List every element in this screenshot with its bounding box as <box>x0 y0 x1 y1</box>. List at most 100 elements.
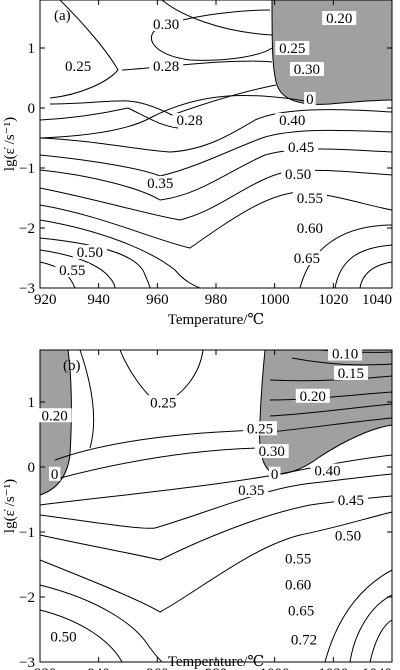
contour-value-label: 0.55 <box>285 551 311 567</box>
panel-b-x-axis-title: Temperature/℃ <box>168 654 265 670</box>
contour-value-label: 0.15 <box>338 366 364 382</box>
contour-value-label: 0.50 <box>77 245 103 261</box>
contour-value-label: 0.55 <box>59 263 85 279</box>
y-tick-label: 0 <box>28 101 36 117</box>
panel-a-x-tick-labels: 920 940 960 980 1000 1020 1040 <box>34 292 392 308</box>
x-tick-label: 1040 <box>362 666 392 670</box>
contour-label-backdrop <box>72 245 107 259</box>
contour-value-label: 0.20 <box>326 11 352 27</box>
contour-label-backdrop <box>149 17 184 31</box>
x-tick-label: 1000 <box>260 292 290 308</box>
panel-a-shaded-region <box>271 0 393 105</box>
contour-label-backdrop <box>289 62 324 76</box>
x-tick-label: 1000 <box>260 666 290 670</box>
contour-label-backdrop <box>268 466 281 481</box>
y-tick-label: −3 <box>19 655 35 670</box>
x-tick-label: 940 <box>87 666 110 670</box>
x-tick-label: 1020 <box>318 666 348 670</box>
contour-value-label: 0.28 <box>176 113 202 129</box>
x-tick-label: 1020 <box>318 292 348 308</box>
contour-value-label: 0.50 <box>50 629 76 645</box>
contour-value-label: 0.25 <box>65 59 91 75</box>
contour-value-label: 0.50 <box>285 167 311 183</box>
contour-label-backdrop <box>275 41 310 55</box>
contour-value-label: 0.40 <box>279 113 305 129</box>
contour-value-label: 0.35 <box>238 483 264 499</box>
contour-label-backdrop <box>243 421 277 436</box>
y-tick-label: 1 <box>28 41 36 57</box>
contour-value-label: 0.20 <box>42 408 68 424</box>
contour-value-label: 0.25 <box>247 421 273 437</box>
x-tick-label: 980 <box>205 666 228 670</box>
panel-b-shaded-region-left <box>39 349 72 496</box>
contour-value-label: 0.40 <box>314 464 340 480</box>
panel-b-y-tick-labels: 1 0 −1 −2 −3 <box>19 395 35 670</box>
panel-b: (b) 0.100.150.200.250.200.250.300 00.350.… <box>2 346 393 670</box>
y-tick-label: −3 <box>19 281 35 297</box>
x-tick-label: 960 <box>146 666 169 670</box>
panel-b-contour-labels: 0.10 0.15 0.20 0.25 0.20 0.25 0.30 0 0 0.35 0.40 0.… <box>37 346 368 649</box>
contour-value-label: 0 <box>306 92 314 108</box>
x-tick-label: 980 <box>205 292 228 308</box>
panel-b-y-axis-title: lg(ε̇ /s⁻¹) <box>2 479 18 533</box>
contour-value-label: 0.10 <box>332 347 358 363</box>
panel-a-contour-labels: 0.30 0.25 0.28 0.28 0.35 0.50 0.55 0.20 0.25 0.30… <box>55 11 357 279</box>
contour-label-backdrop <box>287 632 321 647</box>
contour-label-backdrop <box>281 577 316 592</box>
contour-label-backdrop <box>61 59 96 73</box>
panel-b-x-tick-labels: 920 940 960 980 1000 1020 1040 <box>34 666 392 670</box>
contour-value-label: 0.45 <box>288 140 314 156</box>
panel-a-y-tick-labels: 1 0 −1 −2 −3 <box>19 41 35 297</box>
y-tick-label: −1 <box>19 525 35 541</box>
contour-label-backdrop <box>284 603 319 618</box>
x-tick-label: 920 <box>34 292 57 308</box>
contour-label-backdrop <box>333 366 368 380</box>
y-tick-label: −2 <box>19 590 35 606</box>
contour-label-backdrop <box>333 492 368 507</box>
contour-label-backdrop <box>289 251 324 265</box>
contour-label-backdrop <box>310 463 345 478</box>
contour-value-label: 0.55 <box>297 191 323 207</box>
y-tick-label: −2 <box>19 221 35 237</box>
panel-a-axes <box>39 0 393 289</box>
x-tick-label: 920 <box>34 666 57 670</box>
contour-label-backdrop <box>46 629 81 644</box>
contour-value-label: 0.30 <box>259 444 285 460</box>
contour-label-backdrop <box>48 466 61 481</box>
x-tick-label: 960 <box>146 292 169 308</box>
contour-label-backdrop <box>281 551 316 566</box>
contour-label-backdrop <box>275 113 310 127</box>
contour-label-backdrop <box>322 11 357 25</box>
contour-value-label: 0.60 <box>285 577 311 593</box>
contour-value-label: 0.60 <box>297 221 323 237</box>
y-tick-label: −1 <box>19 161 35 177</box>
contour-value-label: 0.65 <box>294 251 320 267</box>
contour-label-backdrop <box>149 59 184 73</box>
contour-value-label: 0 <box>271 467 279 483</box>
y-tick-label: 1 <box>28 395 36 411</box>
contour-value-label: 0 <box>51 467 59 483</box>
contour-label-backdrop <box>284 140 319 154</box>
x-tick-label: 1040 <box>362 292 392 308</box>
contour-label-backdrop <box>143 176 178 190</box>
contour-label-backdrop <box>146 395 181 410</box>
contour-value-label: 0.30 <box>294 62 320 78</box>
contour-label-backdrop <box>234 483 269 497</box>
contour-value-label: 0.65 <box>288 603 314 619</box>
contour-value-label: 0.25 <box>279 41 305 57</box>
contour-value-label: 0.30 <box>153 17 179 33</box>
panel-a-label: (a) <box>54 8 71 24</box>
contour-label-backdrop <box>292 221 327 235</box>
contour-label-backdrop <box>55 263 90 277</box>
contour-label-backdrop <box>254 444 289 458</box>
panel-b-label: (b) <box>63 358 81 374</box>
contour-value-label: 0.45 <box>338 493 364 509</box>
contour-value-label: 0.72 <box>291 633 317 649</box>
y-tick-label: 0 <box>28 460 36 476</box>
contour-value-label: 0.20 <box>300 389 326 405</box>
x-tick-label: 940 <box>87 292 110 308</box>
panel-a-contour-lines <box>39 0 393 289</box>
contour-label-backdrop <box>37 408 72 423</box>
contour-label-backdrop <box>328 346 363 361</box>
